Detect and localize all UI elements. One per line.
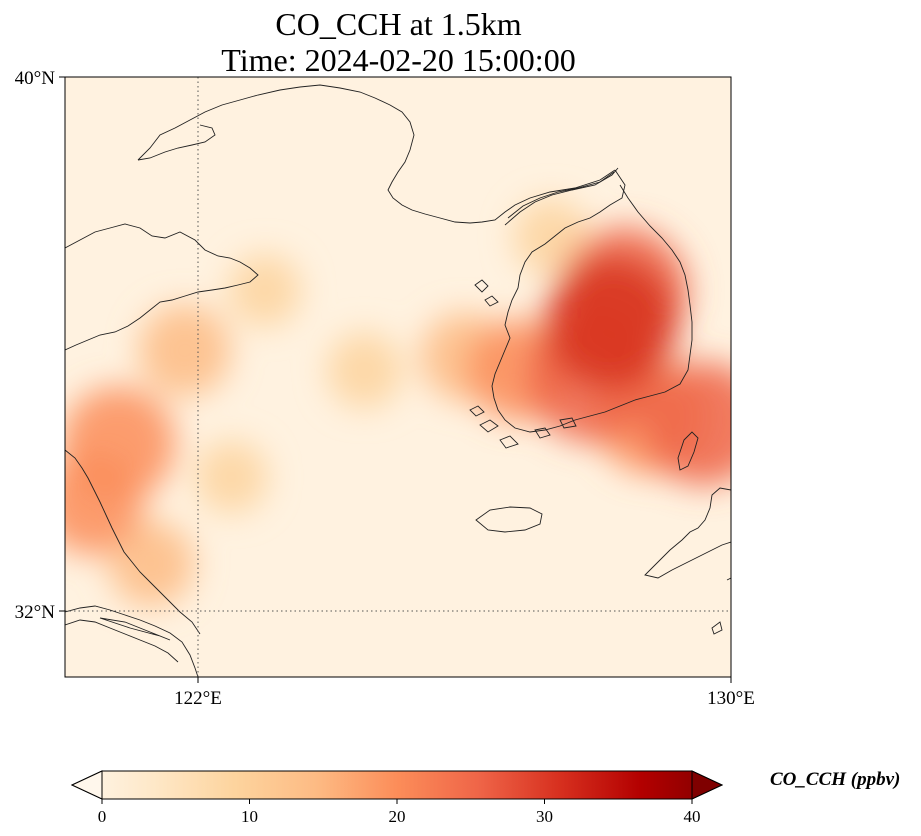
field-blob: [228, 253, 302, 327]
colorbar-tick-20: 20: [389, 807, 406, 826]
colorbar-tick-40: 40: [684, 807, 701, 826]
field-blob: [642, 361, 731, 486]
lat-label-32n: 32°N: [15, 602, 56, 623]
shandong-coastline: [65, 223, 259, 351]
field-blob: [138, 304, 231, 397]
map-title: CO_CCH at 1.5km: [275, 6, 522, 42]
axis-ticks: [59, 76, 732, 683]
coastlines: [65, 84, 731, 677]
kyushu-coastline: [644, 487, 731, 579]
tsushima-island: [677, 431, 699, 471]
field-blob: [195, 440, 268, 514]
yangtze-estuary-north: [65, 605, 199, 677]
map-subtitle-time: Time: 2024-02-20 15:00:00: [221, 42, 576, 78]
korean-peninsula-coastline: [491, 169, 693, 433]
field-blob: [544, 256, 678, 391]
colorbar-extend-min: [70, 770, 103, 800]
field-blob: [108, 520, 195, 607]
concentration-field: [65, 199, 731, 607]
lon-label-122e: 122°E: [174, 688, 222, 709]
colorbar-bar: [70, 770, 724, 800]
lon-label-130e: 130°E: [707, 688, 755, 709]
colorbar-tick-10: 10: [241, 807, 258, 826]
field-blob: [326, 332, 403, 409]
yangtze-estuary-south: [65, 619, 179, 663]
jiangsu-coastline: [65, 449, 201, 635]
colorbar-title: CO_CCH (ppbv): [770, 769, 901, 790]
jeju-island: [475, 506, 543, 533]
colorbar-tick-0: 0: [98, 807, 107, 826]
colorbar-extend-max: [691, 770, 724, 800]
field-blob: [65, 386, 176, 501]
colorbar-tick-30: 30: [536, 807, 553, 826]
field-blob: [513, 199, 590, 275]
map-frame: [64, 76, 732, 678]
gridlines: [65, 77, 731, 677]
colorbar: 0 10 20 30 40: [70, 770, 724, 826]
lat-label-40n: 40°N: [15, 68, 56, 89]
north-coastline: [137, 84, 616, 224]
